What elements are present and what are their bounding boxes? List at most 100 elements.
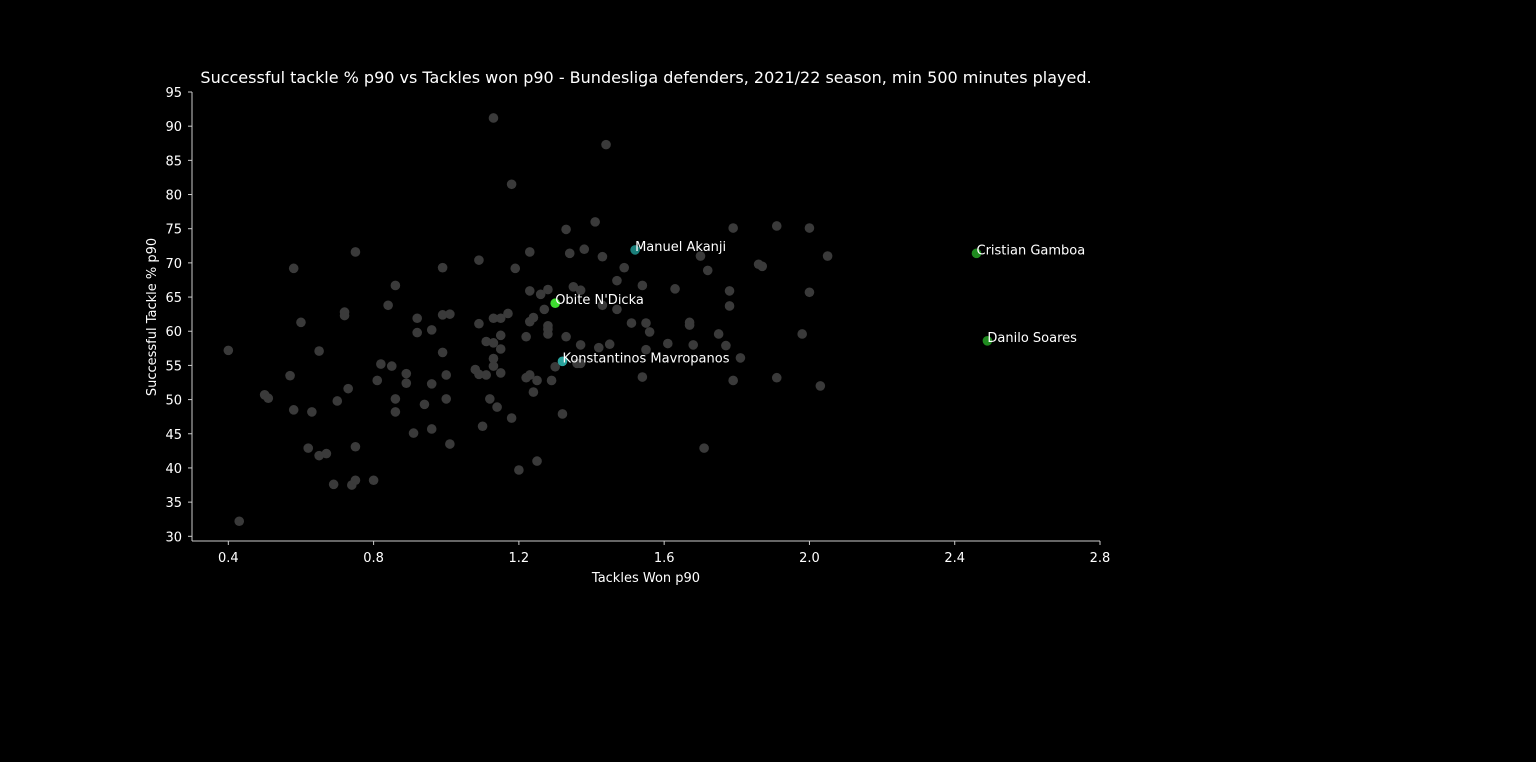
scatter-point bbox=[535, 289, 546, 300]
scatter-point bbox=[481, 370, 491, 380]
scatter-point bbox=[637, 372, 648, 382]
scatter-point bbox=[488, 361, 499, 371]
highlighted-point bbox=[630, 245, 640, 255]
scatter-point bbox=[550, 361, 560, 372]
scatter-point bbox=[593, 342, 604, 353]
scatter-point bbox=[721, 340, 731, 351]
scatter-point bbox=[575, 340, 586, 350]
scatter-point bbox=[495, 368, 506, 378]
scatter-point bbox=[495, 313, 506, 324]
scatter-point bbox=[670, 284, 680, 294]
scatter-point bbox=[488, 338, 499, 348]
scatter-point bbox=[390, 407, 401, 417]
scatter-point bbox=[234, 516, 245, 527]
scatter-point bbox=[314, 450, 324, 461]
scatter-point bbox=[641, 318, 651, 328]
scatter-point bbox=[699, 443, 709, 453]
scatter-point bbox=[662, 338, 673, 349]
scatter-point bbox=[495, 330, 506, 341]
x-tick-label: 0.8 bbox=[363, 551, 384, 566]
y-tick-label: 75 bbox=[165, 223, 182, 238]
scatter-point bbox=[702, 265, 713, 276]
scatter-point bbox=[441, 370, 452, 380]
scatter-point bbox=[383, 300, 393, 311]
scatter-point bbox=[532, 375, 542, 386]
scatter-point bbox=[426, 325, 437, 335]
scatter-point bbox=[296, 317, 306, 328]
scatter-point bbox=[488, 113, 499, 123]
y-tick-label: 95 bbox=[165, 86, 182, 101]
scatter-point bbox=[288, 263, 299, 274]
scatter-point bbox=[514, 465, 524, 475]
y-tick-label: 40 bbox=[165, 462, 182, 477]
scatter-point bbox=[285, 370, 295, 381]
scatter-point bbox=[263, 393, 274, 404]
scatter-point bbox=[426, 424, 437, 434]
scatter-point bbox=[485, 394, 495, 404]
scatter-point bbox=[390, 394, 401, 404]
scatter-point bbox=[506, 413, 517, 423]
y-tick-label: 90 bbox=[165, 120, 182, 135]
scatter-point bbox=[332, 396, 343, 406]
scatter-point bbox=[604, 339, 615, 350]
x-tick-label: 0.4 bbox=[218, 551, 239, 566]
scatter-point bbox=[401, 368, 412, 379]
point-label: Danilo Soares bbox=[987, 331, 1077, 346]
scatter-point bbox=[724, 286, 735, 296]
scatter-point bbox=[343, 383, 353, 394]
scatter-point bbox=[492, 402, 502, 412]
scatter-point bbox=[590, 217, 600, 227]
scatter-point bbox=[321, 448, 332, 459]
scatter-point bbox=[597, 251, 608, 262]
scatter-point bbox=[350, 247, 361, 257]
scatter-point bbox=[488, 313, 499, 324]
scatter-point bbox=[612, 275, 622, 286]
scatter-point bbox=[314, 346, 324, 356]
scatter-point bbox=[303, 443, 314, 453]
scatter-point bbox=[564, 248, 575, 259]
scatter-point bbox=[524, 286, 535, 296]
scatter-point bbox=[339, 310, 350, 321]
scatter-point bbox=[474, 369, 484, 380]
scatter-point bbox=[644, 327, 655, 337]
scatter-point bbox=[597, 300, 608, 311]
y-tick-label: 80 bbox=[165, 189, 182, 204]
x-tick-label: 2.8 bbox=[1090, 551, 1111, 566]
y-tick-label: 60 bbox=[165, 325, 182, 340]
scatter-point bbox=[495, 344, 506, 354]
scatter-point bbox=[728, 223, 738, 233]
scatter-point bbox=[539, 304, 550, 315]
scatter-point bbox=[575, 285, 586, 296]
scatter-point bbox=[408, 428, 419, 438]
scatter-point bbox=[350, 475, 361, 486]
scatter-point bbox=[386, 361, 397, 371]
scatter-point bbox=[419, 399, 430, 410]
scatter-point bbox=[426, 379, 437, 389]
scatter-point bbox=[372, 375, 383, 386]
scatter-point bbox=[804, 287, 815, 298]
scatter-point bbox=[412, 313, 422, 324]
y-tick-label: 35 bbox=[165, 496, 182, 511]
scatter-point bbox=[579, 244, 590, 255]
scatter-point bbox=[695, 251, 706, 261]
scatter-point bbox=[437, 310, 448, 320]
x-axis-ticks: 0.4 0.8 1.2 1.6 2.0 2.4 2.8 bbox=[218, 541, 1110, 566]
highlighted-point bbox=[550, 298, 560, 309]
scatter-point bbox=[437, 262, 448, 273]
scatter-point bbox=[521, 331, 531, 342]
highlighted-points: Manuel Akanji Obite N'Dicka Konstantinos M… bbox=[550, 240, 1085, 366]
scatter-point bbox=[637, 280, 648, 291]
point-label: Cristian Gamboa bbox=[977, 243, 1086, 258]
scatter-point bbox=[474, 318, 484, 329]
x-tick-label: 2.0 bbox=[799, 551, 820, 566]
scatter-point bbox=[641, 344, 651, 355]
scatter-point bbox=[626, 318, 637, 328]
scatter-point bbox=[368, 475, 379, 486]
scatter-point bbox=[528, 387, 539, 397]
scatter-point bbox=[524, 370, 535, 380]
y-tick-label: 70 bbox=[165, 257, 182, 272]
scatter-points bbox=[223, 113, 833, 527]
scatter-point bbox=[543, 284, 553, 295]
y-tick-label: 85 bbox=[165, 154, 182, 169]
